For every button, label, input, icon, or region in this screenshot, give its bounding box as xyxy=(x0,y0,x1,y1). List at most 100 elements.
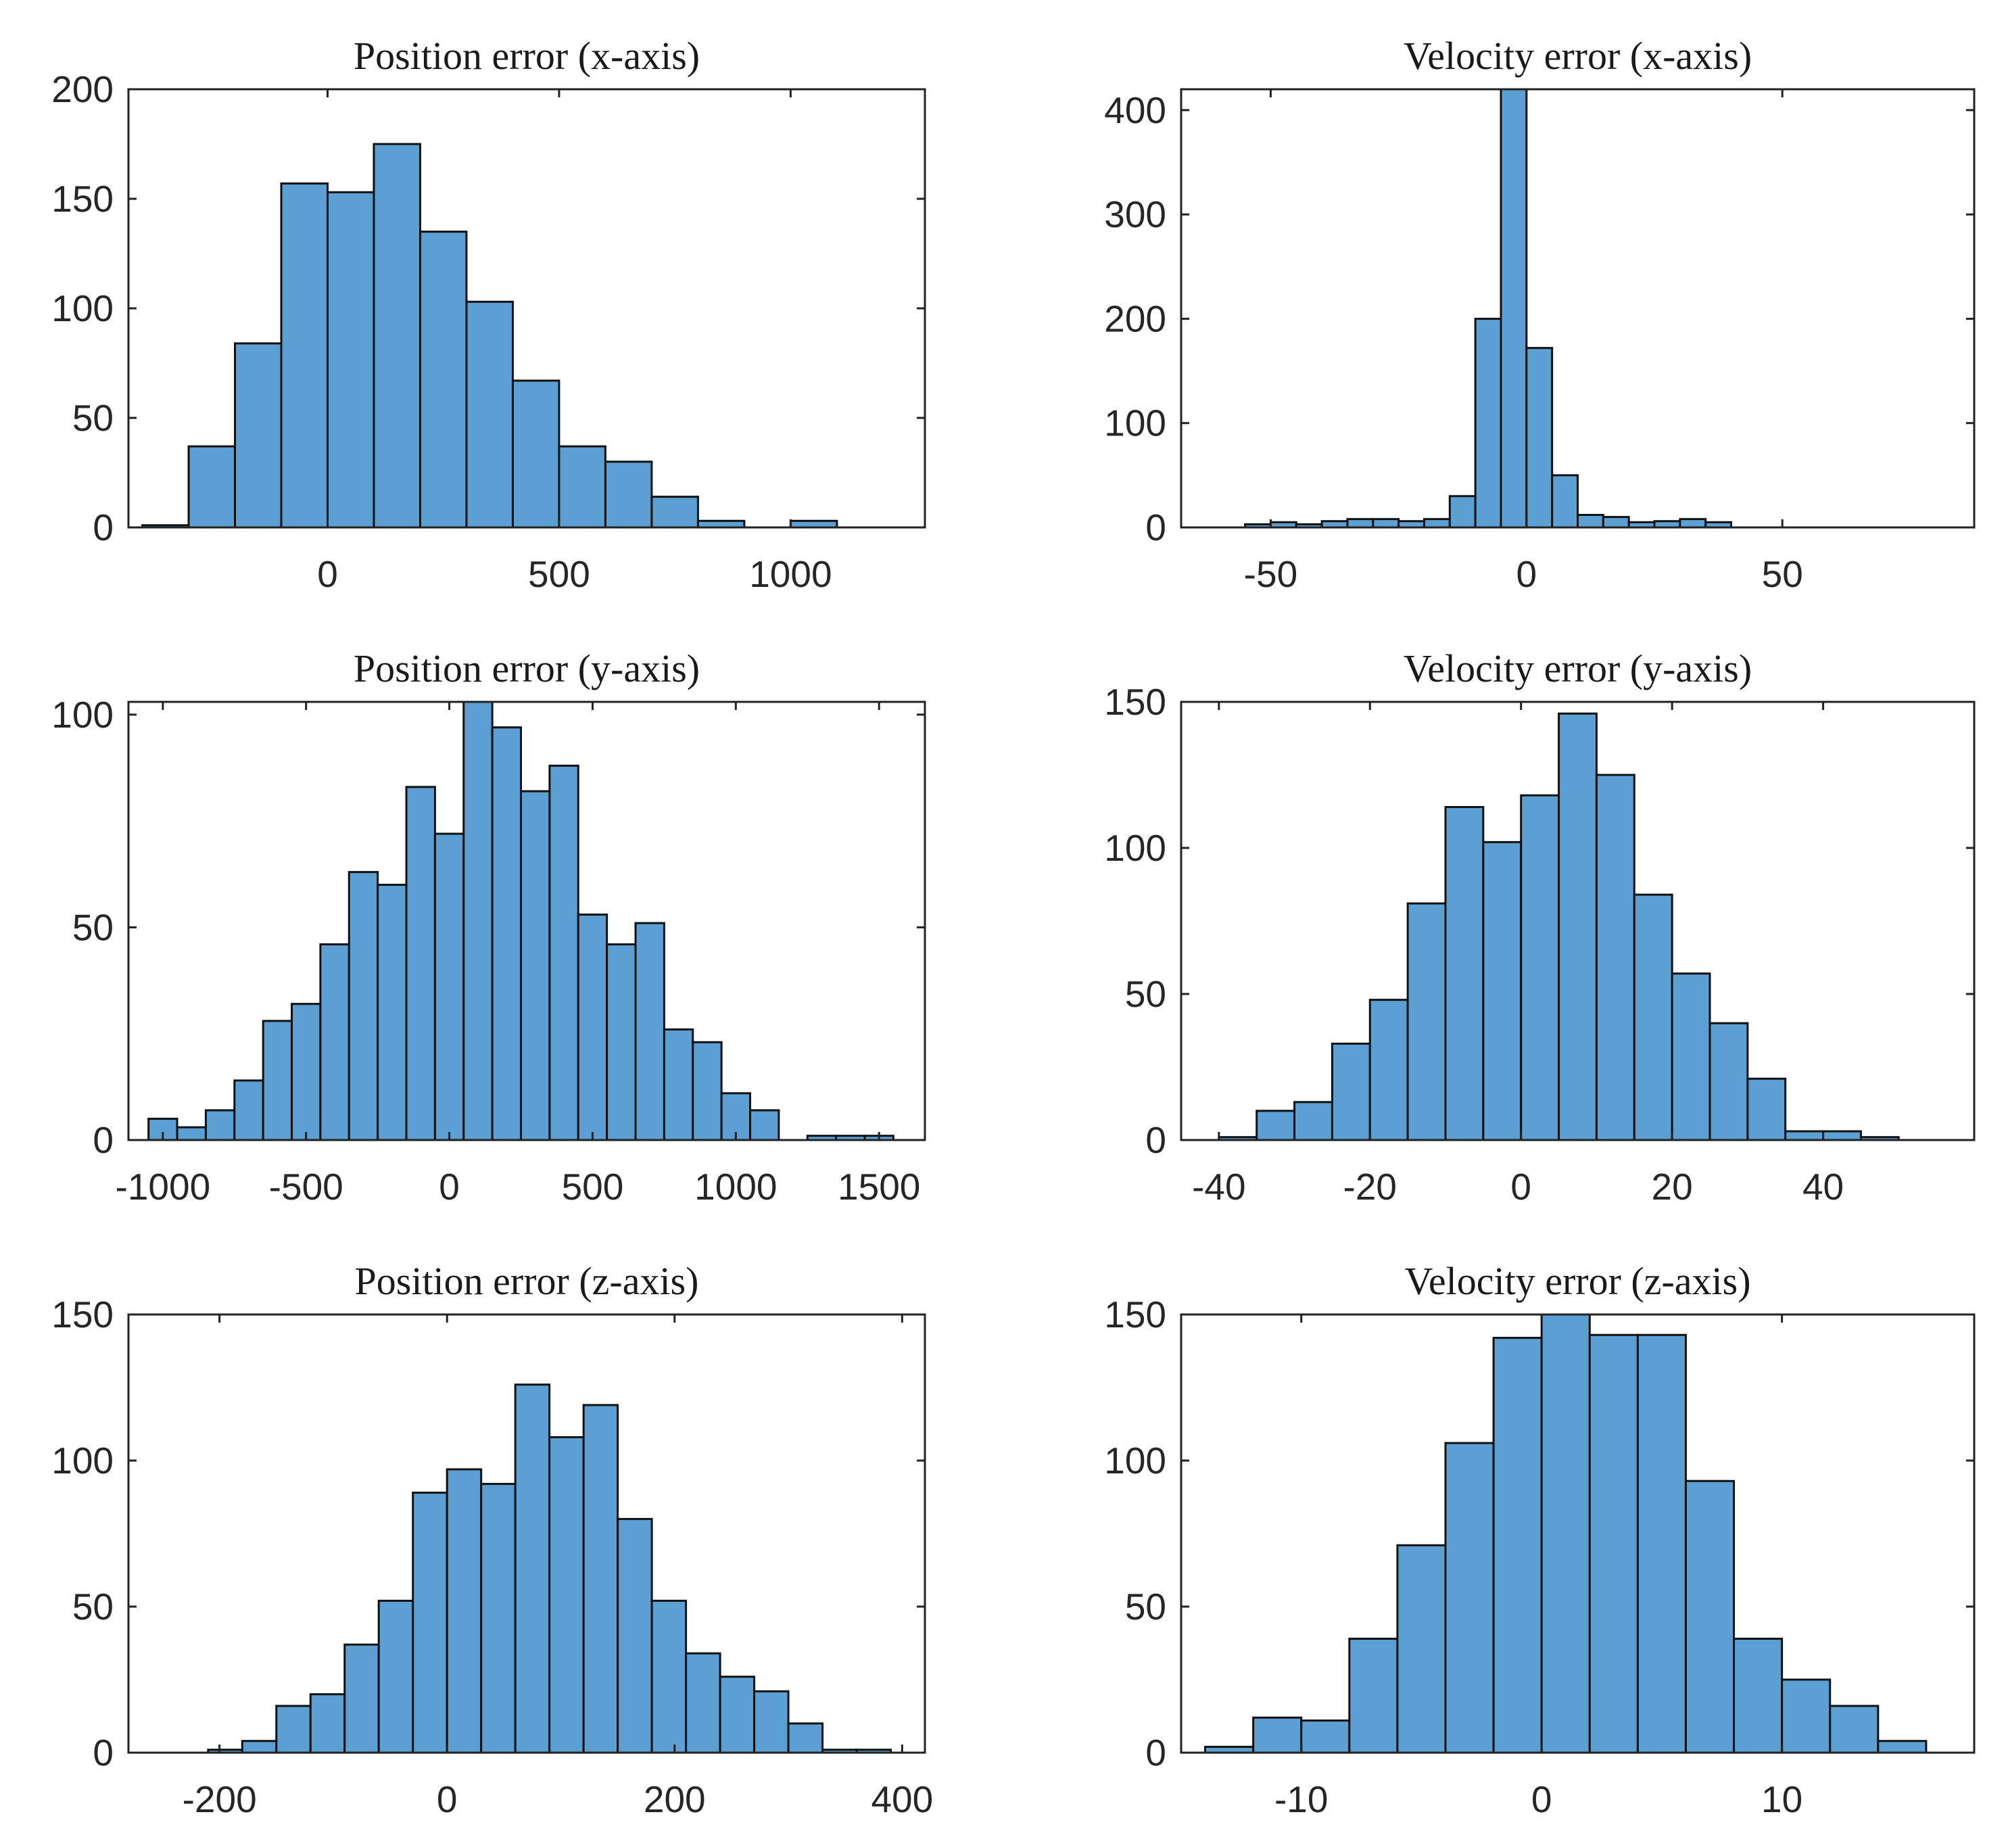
y-tick-label: 100 xyxy=(51,1440,114,1482)
y-tick-label: 100 xyxy=(1104,827,1166,869)
histogram-bar xyxy=(1444,806,1485,1141)
chart-title: Position error (z-axis) xyxy=(355,1259,699,1303)
x-tick-label: 50 xyxy=(1762,553,1803,595)
histogram-bar xyxy=(1877,1740,1928,1754)
histogram-bar xyxy=(465,300,514,529)
histogram-bar xyxy=(1684,1479,1736,1754)
histogram-bar xyxy=(582,1404,619,1754)
x-tick-label: 0 xyxy=(1531,1778,1552,1820)
histogram-bar xyxy=(412,1492,448,1754)
x-tick-label: 500 xyxy=(528,553,590,595)
histogram-bar xyxy=(1482,840,1523,1141)
histogram-bar xyxy=(1256,1110,1296,1141)
histogram-bar xyxy=(606,943,637,1141)
histogram-bar xyxy=(1423,518,1451,529)
histogram-bar xyxy=(577,914,608,1141)
histogram-bar xyxy=(1396,1544,1447,1754)
histogram-bar xyxy=(433,832,465,1141)
histogram-bar xyxy=(1679,518,1707,529)
histogram-bar xyxy=(520,790,551,1141)
y-tick-label: 150 xyxy=(1104,1294,1166,1335)
histogram-bar xyxy=(1406,902,1447,1141)
histogram-bar xyxy=(405,786,436,1141)
histogram-bar xyxy=(262,1020,293,1141)
histogram-bar xyxy=(753,1690,790,1754)
histogram-bar xyxy=(419,231,468,529)
y-tick-label: 200 xyxy=(1104,298,1166,339)
y-tick-label: 50 xyxy=(72,1586,114,1628)
histogram-bar xyxy=(548,1436,585,1754)
x-tick-label: 400 xyxy=(871,1778,933,1820)
histogram-bar xyxy=(480,1483,517,1754)
histogram-bar xyxy=(176,1126,207,1141)
x-tick-label: 1000 xyxy=(749,553,832,595)
histogram-bar xyxy=(1368,999,1409,1141)
chart-title: Velocity error (y-axis) xyxy=(1404,646,1752,690)
histogram-bar xyxy=(749,1109,780,1141)
histogram-bar xyxy=(1300,1719,1351,1754)
x-tick-label: -10 xyxy=(1274,1778,1329,1820)
histogram-bar xyxy=(187,445,237,529)
histogram-bar xyxy=(1551,474,1579,529)
histogram-bar xyxy=(1708,1022,1749,1141)
histogram-bar xyxy=(1525,347,1554,529)
histogram-bar xyxy=(1474,317,1502,529)
histogram-bar xyxy=(1822,1130,1862,1141)
y-tick-label: 400 xyxy=(1104,89,1166,131)
histogram-bar xyxy=(514,1383,551,1754)
y-tick-label: 0 xyxy=(93,506,114,548)
x-tick-label: -40 xyxy=(1192,1166,1246,1208)
x-tick-label: -50 xyxy=(1244,553,1298,595)
histogram-bar xyxy=(348,871,379,1141)
y-tick-label: 0 xyxy=(93,1732,114,1774)
x-tick-label: 10 xyxy=(1761,1778,1802,1820)
histogram-bar xyxy=(1733,1638,1784,1754)
y-tick-label: 50 xyxy=(72,906,114,948)
histogram-bar xyxy=(650,496,699,529)
axes-frame xyxy=(1180,701,1976,1141)
histogram-bar xyxy=(1602,516,1630,529)
x-tick-label: -20 xyxy=(1343,1166,1397,1208)
histogram-bar xyxy=(685,1652,721,1754)
x-tick-label: 20 xyxy=(1652,1166,1693,1208)
chart-title: Position error (y-axis) xyxy=(354,646,700,690)
y-tick-label: 200 xyxy=(51,68,114,110)
x-tick-label: 1500 xyxy=(838,1166,920,1208)
histogram-bar xyxy=(1577,513,1604,529)
chart-title: Velocity error (x-axis) xyxy=(1404,34,1752,78)
histogram-bar xyxy=(327,191,375,529)
histogram-bar xyxy=(1671,972,1711,1141)
histogram-bar xyxy=(1346,518,1374,529)
x-tick-label: 0 xyxy=(317,553,338,595)
x-tick-label: -1000 xyxy=(116,1166,211,1208)
chart-vel-y: 0 50 100 150 -40 -20 0 20 40 Velocity error (y-ax… xyxy=(1104,646,1976,1208)
histogram-bar xyxy=(1520,794,1560,1141)
axes-frame xyxy=(1180,88,1976,529)
x-tick-label: 0 xyxy=(1510,1166,1531,1208)
histogram-bar xyxy=(1829,1705,1880,1754)
histogram-bar xyxy=(663,1028,694,1141)
histogram-bar xyxy=(1636,1333,1687,1754)
histogram-bar xyxy=(275,1705,312,1754)
histogram-bar xyxy=(373,143,421,529)
axes-frame xyxy=(127,701,926,1141)
histogram-bar xyxy=(617,1517,653,1754)
histogram-bar xyxy=(377,1599,414,1754)
histogram-bar xyxy=(787,1722,824,1754)
histogram-bar xyxy=(1492,1337,1543,1754)
histogram-bar xyxy=(1784,1130,1825,1141)
histogram-bar xyxy=(719,1676,756,1754)
histogram-bar xyxy=(1500,88,1528,529)
y-tick-label: 150 xyxy=(1104,681,1166,723)
histogram-bar xyxy=(1633,893,1673,1141)
histogram-bar xyxy=(692,1041,723,1141)
histogram-bar xyxy=(319,943,350,1141)
histogram-bar xyxy=(1331,1042,1371,1141)
histogram-bar xyxy=(343,1643,380,1754)
histogram-bar xyxy=(280,182,329,529)
histogram-bar xyxy=(234,342,283,529)
y-tick-label: 50 xyxy=(1125,1586,1166,1628)
y-tick-label: 300 xyxy=(1104,193,1166,235)
x-tick-label: 40 xyxy=(1802,1166,1844,1208)
chart-pos-x: 0 50 100 150 200 0 500 1000 Position error (x-ax… xyxy=(51,34,926,595)
